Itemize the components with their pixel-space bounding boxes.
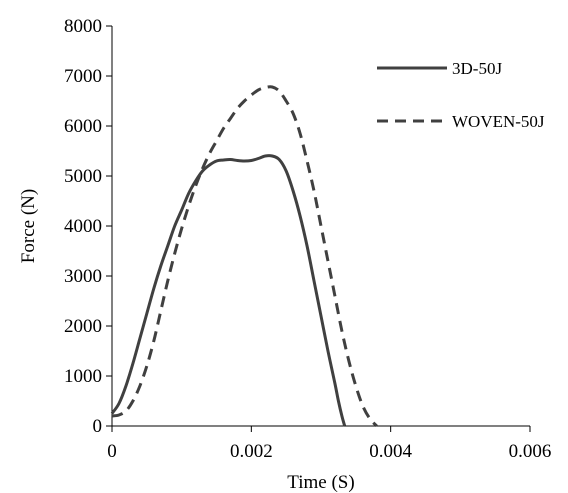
y-tick-label: 7000 — [64, 66, 102, 87]
y-tick-label: 8000 — [64, 16, 102, 37]
y-tick-label: 5000 — [64, 166, 102, 187]
y-axis-title: Force (N) — [18, 189, 39, 263]
y-tick-label: 1000 — [64, 366, 102, 387]
x-tick-label: 0.006 — [509, 441, 552, 462]
x-axis-title: Time (S) — [287, 472, 354, 493]
y-tick-label: 3000 — [64, 266, 102, 287]
y-tick-label: 2000 — [64, 316, 102, 337]
y-tick-label: 6000 — [64, 116, 102, 137]
x-ticks: 0 0.002 0.004 0.006 — [107, 426, 551, 462]
x-tick-label: 0.002 — [230, 441, 273, 462]
legend-label: 3D-50J — [452, 59, 502, 78]
series-group — [110, 85, 378, 428]
x-tick-label: 0.004 — [369, 441, 412, 462]
legend: 3D-50J WOVEN-50J — [377, 59, 545, 131]
y-tick-label: 4000 — [64, 216, 102, 237]
x-tick-label: 0 — [107, 441, 117, 462]
y-tick-label: 0 — [93, 416, 103, 437]
y-ticks: 0 1000 2000 3000 4000 5000 6000 7000 8000 — [64, 16, 112, 437]
series-line-woven-50j — [111, 85, 378, 428]
series-line-3d-50j — [110, 154, 347, 427]
legend-label: WOVEN-50J — [452, 112, 545, 131]
